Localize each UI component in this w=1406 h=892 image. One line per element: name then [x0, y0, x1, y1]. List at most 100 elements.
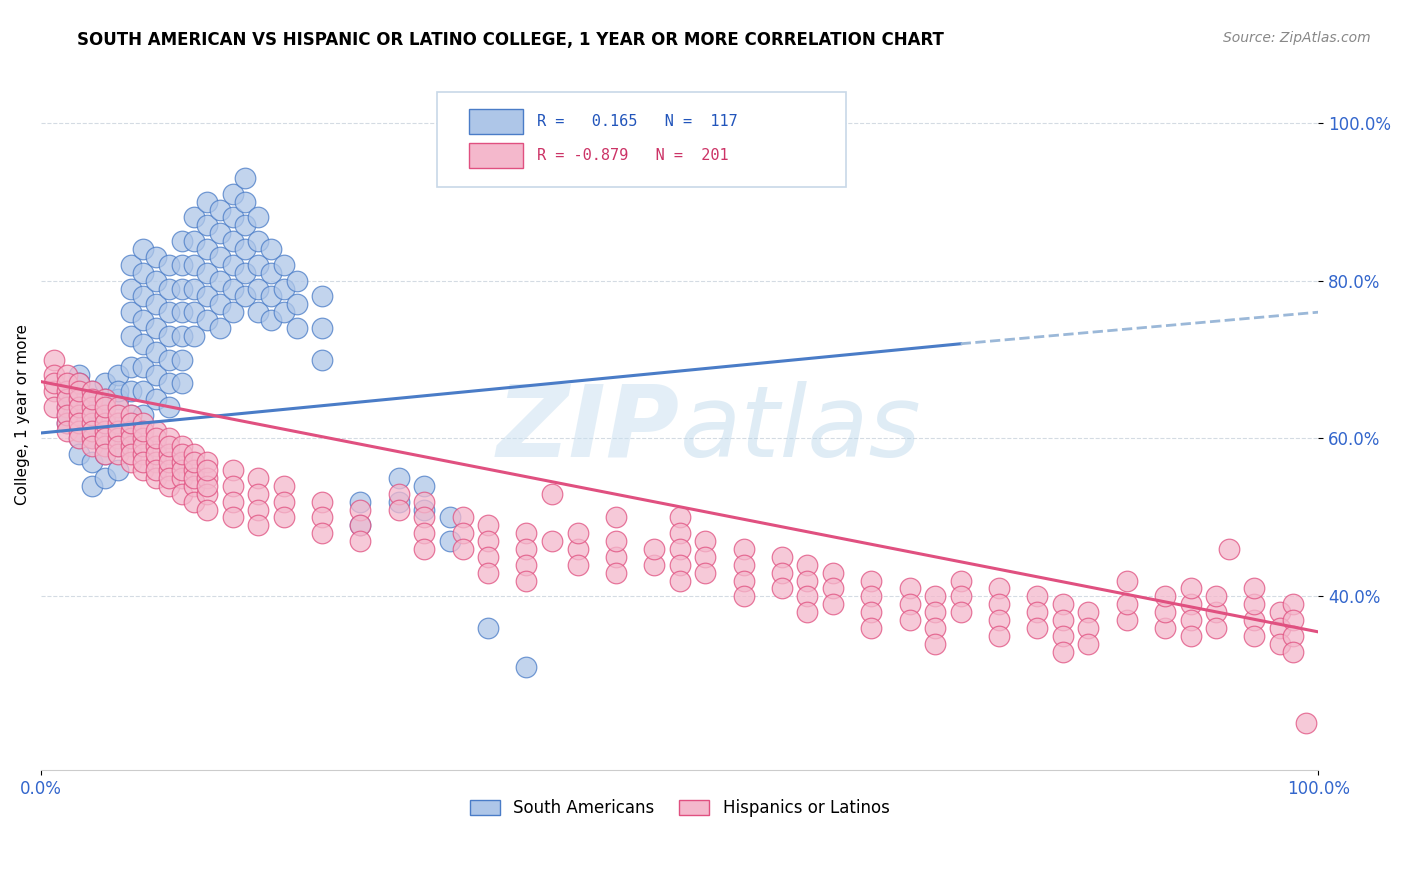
Point [413, 502, 436, 516]
Point [145, 439, 167, 453]
Point [67, 400, 90, 414]
Point [157, 329, 180, 343]
Point [796, 574, 818, 588]
Point [605, 549, 627, 564]
Point [949, 590, 972, 604]
Point [273, 494, 295, 508]
Point [132, 289, 155, 303]
Point [860, 621, 883, 635]
Point [860, 574, 883, 588]
Point [120, 432, 142, 446]
Point [157, 400, 180, 414]
Point [94, 439, 117, 453]
Point [477, 518, 499, 533]
Point [1052, 629, 1074, 643]
Point [1052, 597, 1074, 611]
Point [477, 621, 499, 635]
Point [208, 202, 231, 217]
Point [94, 400, 117, 414]
Point [157, 281, 180, 295]
Point [107, 439, 129, 453]
Point [821, 566, 844, 580]
Point [567, 526, 589, 541]
Point [94, 408, 117, 422]
Point [733, 541, 755, 556]
Point [82, 408, 104, 422]
Point [120, 258, 142, 272]
Point [695, 549, 717, 564]
Point [94, 416, 117, 430]
Point [132, 416, 155, 430]
Point [388, 494, 411, 508]
Point [988, 582, 1011, 596]
Point [195, 471, 218, 485]
Point [1281, 613, 1303, 627]
Point [120, 455, 142, 469]
Point [567, 558, 589, 572]
FancyBboxPatch shape [470, 143, 523, 169]
Point [94, 424, 117, 438]
Point [515, 660, 537, 674]
Point [221, 281, 243, 295]
Point [55, 368, 77, 383]
Point [120, 305, 142, 319]
Point [349, 518, 371, 533]
Point [273, 479, 295, 493]
Point [1026, 590, 1049, 604]
Text: atlas: atlas [679, 381, 921, 477]
Point [107, 368, 129, 383]
Point [94, 424, 117, 438]
Point [157, 352, 180, 367]
Point [770, 566, 793, 580]
Point [668, 510, 690, 524]
Point [567, 541, 589, 556]
Point [67, 447, 90, 461]
FancyBboxPatch shape [470, 109, 523, 134]
Point [183, 455, 205, 469]
Point [67, 408, 90, 422]
Point [132, 313, 155, 327]
Point [413, 526, 436, 541]
Point [55, 392, 77, 406]
Point [1180, 629, 1202, 643]
Point [107, 416, 129, 430]
Point [120, 408, 142, 422]
Point [1281, 597, 1303, 611]
Point [145, 368, 167, 383]
Point [949, 574, 972, 588]
Point [1268, 605, 1291, 619]
Point [55, 384, 77, 398]
Point [107, 400, 129, 414]
Point [157, 376, 180, 391]
Point [107, 384, 129, 398]
Point [515, 574, 537, 588]
Point [157, 447, 180, 461]
Point [1115, 574, 1137, 588]
Point [860, 605, 883, 619]
Point [208, 274, 231, 288]
Point [349, 494, 371, 508]
Point [145, 250, 167, 264]
Point [107, 392, 129, 406]
Point [107, 432, 129, 446]
Point [541, 487, 564, 501]
Point [668, 574, 690, 588]
Point [67, 392, 90, 406]
Point [733, 590, 755, 604]
Point [221, 463, 243, 477]
Point [668, 541, 690, 556]
Point [413, 510, 436, 524]
Point [235, 242, 257, 256]
Point [195, 313, 218, 327]
Point [898, 613, 921, 627]
Point [235, 289, 257, 303]
Point [183, 234, 205, 248]
Point [988, 629, 1011, 643]
Point [132, 242, 155, 256]
Point [311, 289, 333, 303]
Point [120, 384, 142, 398]
Point [67, 408, 90, 422]
Point [170, 234, 193, 248]
Point [55, 416, 77, 430]
Point [107, 447, 129, 461]
